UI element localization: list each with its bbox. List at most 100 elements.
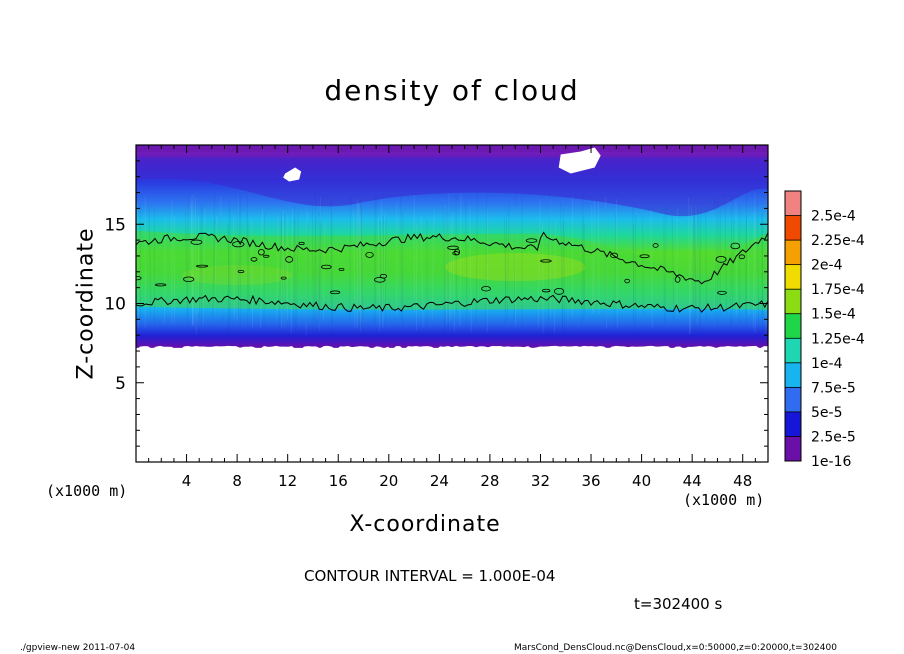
texture-stripe bbox=[202, 207, 206, 326]
texture-stripe bbox=[379, 221, 383, 319]
texture-stripe bbox=[220, 215, 224, 322]
colorbar-swatch bbox=[785, 338, 801, 363]
contour-island bbox=[285, 256, 294, 263]
texture-stripe bbox=[580, 192, 584, 330]
chart-title: density of cloud bbox=[324, 74, 580, 107]
texture-stripe bbox=[246, 213, 249, 329]
colorbar-label: 1e-4 bbox=[811, 356, 843, 372]
texture-stripe bbox=[380, 200, 384, 328]
texture-stripe bbox=[713, 209, 716, 312]
x-tick-label: 36 bbox=[581, 472, 600, 490]
contour-line-bottom bbox=[136, 294, 768, 313]
contour-island bbox=[154, 283, 167, 287]
texture-stripe bbox=[331, 212, 333, 334]
texture-stripe bbox=[614, 213, 617, 332]
texture-stripe bbox=[306, 222, 309, 325]
texture-stripe bbox=[293, 205, 295, 324]
texture-stripe bbox=[485, 193, 487, 328]
texture-stripe bbox=[542, 222, 544, 334]
y-tick-label: 10 bbox=[104, 295, 126, 315]
texture-stripe bbox=[360, 205, 364, 320]
colorbar-label: 7.5e-5 bbox=[811, 380, 856, 396]
empty-lower-region bbox=[136, 345, 768, 462]
x-unit-label-right: (x1000 m) bbox=[683, 491, 765, 509]
colorbar-label: 1.75e-4 bbox=[811, 282, 865, 298]
y-tick-label: 5 bbox=[115, 374, 126, 394]
texture-stripe bbox=[735, 202, 738, 315]
contour-island bbox=[237, 269, 245, 274]
contour-island bbox=[250, 257, 258, 262]
texture-stripe bbox=[358, 202, 362, 332]
texture-stripe bbox=[349, 195, 352, 319]
contour-island bbox=[652, 243, 659, 248]
texture-stripe bbox=[431, 209, 435, 320]
texture-stripe bbox=[281, 209, 284, 328]
texture-stripe bbox=[374, 195, 377, 323]
contour-island bbox=[452, 251, 460, 256]
texture-stripe bbox=[194, 196, 197, 335]
colorbar-label: 2.5e-4 bbox=[811, 209, 856, 225]
contour-island bbox=[715, 255, 727, 263]
contour-interval-text: CONTOUR INTERVAL = 1.000E-04 bbox=[304, 567, 556, 585]
colorbar-swatch bbox=[785, 411, 801, 437]
texture-stripe bbox=[506, 203, 510, 321]
texture-stripe bbox=[227, 202, 230, 333]
contour-island bbox=[541, 288, 551, 293]
contour-island bbox=[639, 254, 650, 259]
x-axis-label: X-coordinate bbox=[349, 512, 501, 537]
contour-island bbox=[298, 241, 305, 246]
texture-stripe bbox=[260, 209, 263, 328]
texture-stripe bbox=[692, 215, 695, 334]
x-tick-label: 12 bbox=[278, 472, 297, 490]
contour-island bbox=[730, 242, 741, 250]
texture-stripe bbox=[765, 192, 768, 335]
texture-stripe bbox=[305, 211, 308, 336]
texture-stripe bbox=[671, 216, 675, 322]
texture-stripe bbox=[444, 205, 448, 325]
texture-stripe bbox=[537, 201, 541, 327]
texture-stripe bbox=[187, 194, 189, 331]
colorbar-swatch bbox=[785, 387, 801, 412]
contour-island bbox=[374, 277, 386, 283]
texture-stripe bbox=[694, 214, 697, 319]
texture-stripe bbox=[513, 193, 517, 321]
colorbar-swatch bbox=[785, 362, 801, 388]
texture-stripe bbox=[761, 213, 764, 332]
colorbar-label: 2e-4 bbox=[811, 258, 843, 274]
texture-stripe bbox=[236, 196, 239, 316]
footer-left: ./gpview-new 2011-07-04 bbox=[20, 643, 136, 653]
y-tick-label: 15 bbox=[104, 215, 126, 235]
contour-island bbox=[610, 252, 619, 259]
texture-stripe bbox=[199, 206, 202, 318]
texture-stripe bbox=[280, 212, 284, 315]
texture-stripe bbox=[192, 194, 195, 326]
texture-stripe bbox=[163, 216, 166, 324]
texture-stripe bbox=[220, 196, 223, 316]
texture-stripe bbox=[695, 203, 698, 330]
texture-stripe bbox=[452, 212, 455, 332]
texture-stripe bbox=[747, 221, 750, 315]
texture-stripe bbox=[503, 216, 507, 313]
texture-stripe bbox=[373, 197, 376, 327]
texture-stripe bbox=[263, 212, 266, 333]
texture-stripe bbox=[605, 196, 608, 329]
texture-stripe bbox=[290, 207, 294, 334]
texture-stripe bbox=[688, 197, 691, 336]
texture-stripe bbox=[359, 213, 362, 322]
texture-stripe bbox=[295, 212, 299, 332]
colorbar-swatch bbox=[785, 289, 801, 314]
x-tick-label: 32 bbox=[531, 472, 550, 490]
bright-core bbox=[182, 264, 293, 285]
texture-stripe bbox=[547, 192, 551, 335]
texture-stripe bbox=[383, 214, 386, 318]
colorbar-swatch bbox=[785, 215, 801, 241]
texture-stripe bbox=[251, 219, 254, 329]
texture-stripe bbox=[729, 195, 733, 327]
colorbar-swatch bbox=[785, 191, 801, 216]
clear-patch bbox=[558, 147, 601, 174]
texture-stripe bbox=[475, 194, 479, 325]
texture-stripe bbox=[689, 206, 692, 334]
colorbar: 1e-16 2.5e-5 5e-5 7.5e-5 1e-4 1.25e-4 1.5e-4 1.… bbox=[784, 190, 865, 470]
